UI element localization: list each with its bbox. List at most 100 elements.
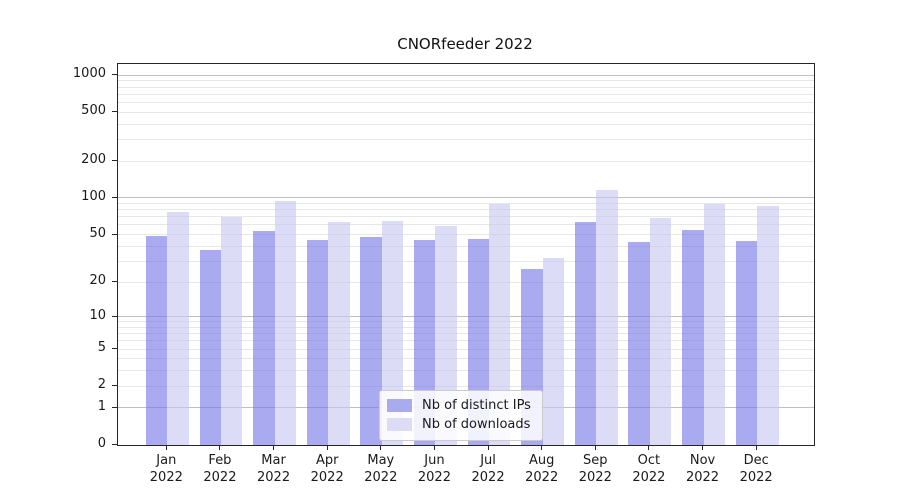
x-tick-label-feb: Feb 2022 bbox=[203, 453, 237, 485]
legend-swatch-distinct-ips-icon bbox=[387, 399, 412, 412]
x-tick-label-jun: Jun 2022 bbox=[417, 453, 451, 485]
bar-sep-downloads bbox=[596, 189, 618, 445]
y-tick-5 bbox=[112, 348, 117, 350]
bar-nov-distinct-ips bbox=[682, 229, 704, 445]
y-tick-label-500: 500 bbox=[81, 103, 106, 119]
x-tick-aug bbox=[541, 446, 543, 450]
x-tick-oct bbox=[648, 446, 650, 450]
minor-gridline-700 bbox=[118, 93, 814, 95]
minor-gridline-8 bbox=[118, 326, 814, 328]
minor-gridline-500 bbox=[118, 111, 814, 113]
x-tick-label-may: May 2022 bbox=[364, 453, 398, 485]
y-tick-label-1000: 1000 bbox=[72, 66, 106, 82]
y-tick-20 bbox=[112, 281, 117, 283]
y-tick-label-1: 1 bbox=[97, 398, 106, 414]
bar-oct-downloads bbox=[649, 217, 672, 445]
major-gridline-10 bbox=[118, 316, 814, 318]
major-gridline-1000 bbox=[118, 74, 814, 76]
minor-gridline-200 bbox=[118, 160, 814, 162]
legend-label-distinct-ips: Nb of distinct IPs bbox=[422, 398, 531, 413]
legend-item-distinct-ips: Nb of distinct IPs bbox=[387, 396, 531, 415]
x-tick-label-nov: Nov 2022 bbox=[685, 453, 720, 485]
y-tick-100 bbox=[112, 196, 117, 198]
bar-jan-distinct-ips bbox=[145, 235, 168, 445]
y-tick-label-0: 0 bbox=[97, 436, 106, 451]
minor-gridline-30 bbox=[118, 260, 814, 262]
minor-gridline-20 bbox=[118, 281, 814, 283]
bar-may-distinct-ips bbox=[360, 236, 382, 445]
bar-jan-downloads bbox=[167, 212, 189, 445]
bar-may-downloads bbox=[381, 220, 404, 445]
y-tick-label-2: 2 bbox=[97, 377, 106, 393]
legend-swatch-downloads-icon bbox=[387, 418, 412, 431]
bar-nov-downloads bbox=[703, 203, 725, 445]
chart-title: CNORfeeder 2022 bbox=[397, 35, 533, 53]
minor-gridline-80 bbox=[118, 209, 814, 211]
minor-gridline-6 bbox=[118, 340, 814, 342]
minor-gridline-9 bbox=[118, 321, 814, 323]
x-tick-may bbox=[380, 446, 382, 450]
y-tick-label-100: 100 bbox=[81, 188, 106, 204]
x-tick-apr bbox=[326, 446, 328, 450]
bar-jul-downloads bbox=[489, 203, 511, 445]
bars-layer bbox=[118, 64, 814, 445]
y-tick-0 bbox=[112, 444, 117, 445]
y-tick-10 bbox=[112, 315, 117, 317]
bar-mar-downloads bbox=[274, 201, 296, 445]
legend-label-downloads: Nb of downloads bbox=[422, 417, 531, 432]
minor-gridline-3 bbox=[118, 370, 814, 372]
bar-mar-distinct-ips bbox=[253, 230, 275, 445]
legend-item-downloads: Nb of downloads bbox=[387, 415, 531, 434]
y-tick-1000 bbox=[112, 74, 117, 76]
x-tick-feb bbox=[219, 446, 221, 450]
minor-gridline-40 bbox=[118, 245, 814, 247]
y-tick-label-200: 200 bbox=[81, 152, 106, 168]
x-tick-label-dec: Dec 2022 bbox=[739, 453, 773, 485]
x-tick-sep bbox=[594, 446, 596, 450]
y-tick-500 bbox=[112, 111, 117, 113]
bar-feb-distinct-ips bbox=[199, 250, 221, 445]
bar-apr-distinct-ips bbox=[306, 240, 329, 445]
y-tick-1 bbox=[112, 406, 117, 408]
y-tick-50 bbox=[112, 233, 117, 235]
bar-dec-downloads bbox=[757, 205, 779, 445]
minor-gridline-4 bbox=[118, 358, 814, 360]
x-tick-jul bbox=[487, 446, 489, 450]
minor-gridline-7 bbox=[118, 333, 814, 335]
y-tick-2 bbox=[112, 385, 117, 387]
x-tick-label-oct: Oct 2022 bbox=[632, 453, 666, 485]
bar-aug-downloads bbox=[542, 257, 565, 445]
minor-gridline-600 bbox=[118, 102, 814, 103]
y-tick-label-20: 20 bbox=[89, 273, 106, 289]
legend: Nb of distinct IPs Nb of downloads bbox=[379, 390, 543, 441]
x-tick-dec bbox=[755, 446, 757, 450]
bar-dec-distinct-ips bbox=[735, 241, 758, 445]
x-tick-label-sep: Sep 2022 bbox=[578, 453, 612, 485]
minor-gridline-50 bbox=[118, 234, 814, 236]
minor-gridline-5 bbox=[118, 348, 814, 350]
y-tick-label-5: 5 bbox=[97, 340, 106, 356]
minor-gridline-900 bbox=[118, 80, 814, 82]
x-tick-nov bbox=[702, 446, 704, 450]
minor-gridline-90 bbox=[118, 203, 814, 205]
minor-gridline-60 bbox=[118, 224, 814, 226]
x-tick-mar bbox=[273, 446, 275, 450]
bar-oct-distinct-ips bbox=[628, 242, 650, 445]
x-tick-label-aug: Aug 2022 bbox=[525, 453, 559, 485]
x-tick-jun bbox=[433, 446, 435, 450]
x-tick-label-mar: Mar 2022 bbox=[257, 453, 291, 485]
y-tick-label-10: 10 bbox=[89, 307, 106, 323]
x-tick-label-apr: Apr 2022 bbox=[310, 453, 344, 485]
major-gridline-100 bbox=[118, 197, 814, 199]
plot-area: Nb of distinct IPs Nb of downloads bbox=[117, 63, 815, 446]
minor-gridline-400 bbox=[118, 123, 814, 125]
x-tick-jan bbox=[165, 446, 167, 450]
minor-gridline-800 bbox=[118, 86, 814, 88]
bar-apr-downloads bbox=[328, 222, 350, 445]
x-tick-label-jul: Jul 2022 bbox=[471, 453, 505, 485]
minor-gridline-300 bbox=[118, 139, 814, 141]
minor-gridline-2 bbox=[118, 385, 814, 387]
